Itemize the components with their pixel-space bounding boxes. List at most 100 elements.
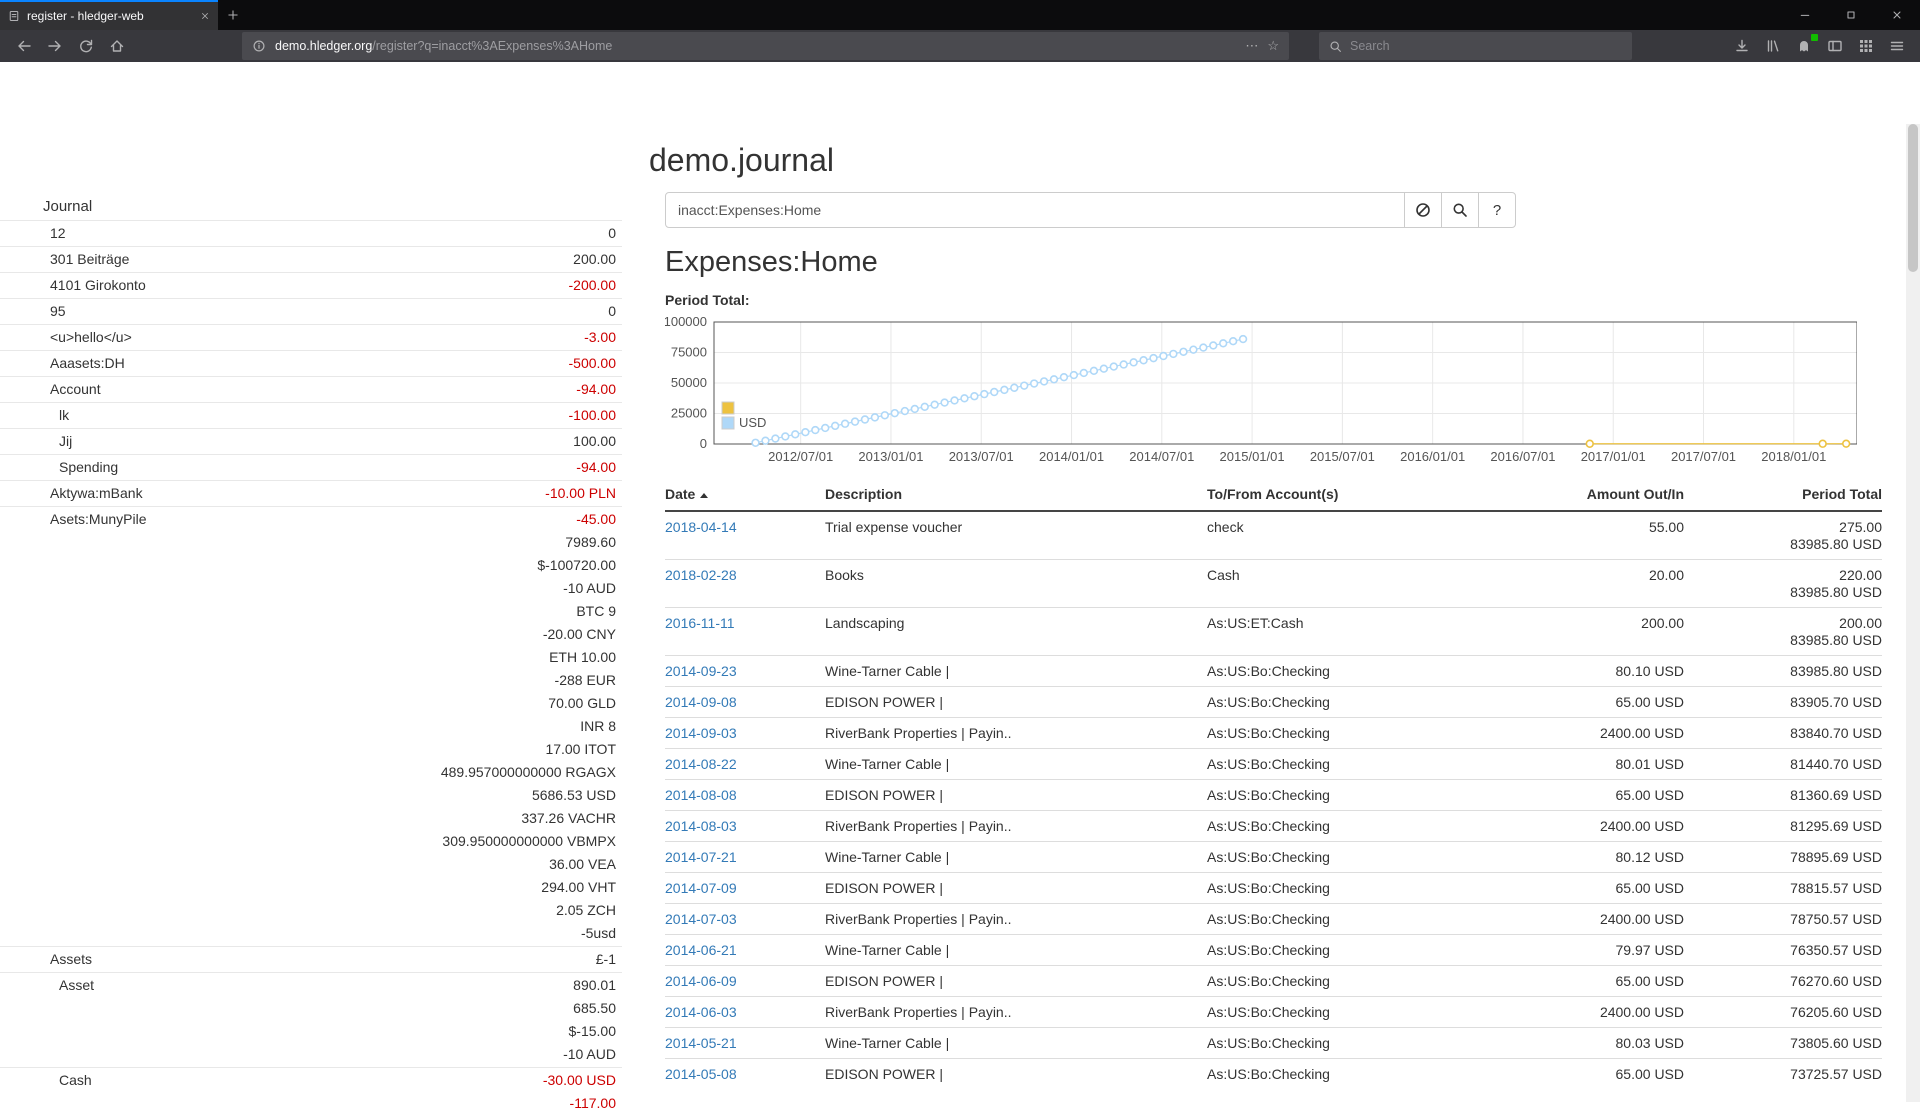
- sidebar-account-link[interactable]: 4101 Girokonto: [50, 277, 146, 293]
- data-point: [921, 403, 928, 410]
- balance-amount: 294.00 VHT: [280, 876, 616, 899]
- account-balance-cell: -94.00: [278, 455, 622, 481]
- scrollbar-thumb[interactable]: [1908, 124, 1918, 272]
- transaction-date-link[interactable]: 2014-09-03: [665, 725, 737, 741]
- sidebar-account-link[interactable]: Asets:MunyPile: [50, 511, 146, 527]
- tofrom-accounts-cell: As:US:Bo:Checking: [1207, 811, 1497, 842]
- sidebar-account-link[interactable]: Aaasets:DH: [50, 355, 125, 371]
- sidebar-journal-link[interactable]: Journal: [0, 194, 622, 220]
- balance-amount: -94.00: [280, 456, 616, 479]
- data-point: [1091, 367, 1098, 374]
- date-cell: 2014-08-22: [665, 749, 825, 780]
- col-header-amount[interactable]: Amount Out/In: [1497, 480, 1684, 511]
- account-balance-cell: -500.00: [278, 351, 622, 377]
- query-help-button[interactable]: ?: [1478, 192, 1516, 228]
- transaction-date-link[interactable]: 2014-08-08: [665, 787, 737, 803]
- account-name-cell: 4101 Girokonto: [0, 273, 278, 299]
- sidebar-account-link[interactable]: Account: [50, 381, 101, 397]
- sidebars-icon[interactable]: [1819, 32, 1850, 60]
- balance-amount: 890.01: [280, 974, 616, 997]
- sidebar-account-link[interactable]: Cash: [59, 1072, 92, 1088]
- transaction-date-link[interactable]: 2014-07-21: [665, 849, 737, 865]
- x-tick-label: 2013/07/01: [949, 449, 1014, 464]
- tab-close-icon[interactable]: [200, 11, 210, 21]
- page-actions-icon[interactable]: ⋯: [1245, 38, 1258, 54]
- forward-button[interactable]: [39, 32, 70, 60]
- date-cell: 2014-07-09: [665, 873, 825, 904]
- transaction-date-link[interactable]: 2018-04-14: [665, 519, 737, 535]
- sidebar-account-link[interactable]: lk: [59, 407, 69, 423]
- account-name-cell: Aktywa:mBank: [0, 481, 278, 507]
- browser-search-bar[interactable]: Search: [1319, 32, 1632, 60]
- sidebar-account-link[interactable]: 95: [50, 303, 66, 319]
- sidebar-account-link[interactable]: Assets: [50, 951, 92, 967]
- balance-amount: -117.00: [280, 1092, 616, 1115]
- col-header-date[interactable]: Date: [665, 480, 825, 511]
- data-point: [1031, 380, 1038, 387]
- sidebar-account-link[interactable]: Jij: [59, 433, 72, 449]
- downloads-icon[interactable]: [1726, 32, 1757, 60]
- transaction-date-link[interactable]: 2016-11-11: [665, 615, 735, 631]
- window-close-button[interactable]: [1874, 0, 1920, 30]
- sidebar-account-link[interactable]: Spending: [59, 459, 118, 475]
- extension-ghost-icon[interactable]: [1788, 32, 1819, 60]
- transaction-date-link[interactable]: 2014-08-03: [665, 818, 737, 834]
- browser-tab[interactable]: register - hledger-web: [0, 0, 218, 30]
- back-button[interactable]: [8, 32, 39, 60]
- transaction-date-link[interactable]: 2014-05-08: [665, 1066, 737, 1082]
- period-total-amount: 220.00: [1684, 567, 1882, 584]
- run-query-button[interactable]: [1441, 192, 1479, 228]
- transaction-date-link[interactable]: 2014-09-08: [665, 694, 737, 710]
- sidebar-account-link[interactable]: <u>hello</u>: [50, 329, 132, 345]
- transaction-date-link[interactable]: 2014-08-22: [665, 756, 737, 772]
- vertical-scrollbar[interactable]: [1906, 124, 1920, 1102]
- transaction-date-link[interactable]: 2014-07-09: [665, 880, 737, 896]
- transaction-date-link[interactable]: 2014-06-21: [665, 942, 737, 958]
- transaction-date-link[interactable]: 2014-07-03: [665, 911, 737, 927]
- col-header-description[interactable]: Description: [825, 480, 1207, 511]
- data-point: [991, 389, 998, 396]
- site-info-icon[interactable]: [252, 39, 266, 53]
- transaction-date-link[interactable]: 2014-06-03: [665, 1004, 737, 1020]
- menu-icon[interactable]: [1881, 32, 1912, 60]
- balance-amount: 200.00: [280, 248, 616, 271]
- col-header-accounts[interactable]: To/From Account(s): [1207, 480, 1497, 511]
- transaction-date-link[interactable]: 2014-09-23: [665, 663, 737, 679]
- grid-icon[interactable]: [1850, 32, 1881, 60]
- sidebar-account-link[interactable]: 301 Beiträge: [50, 251, 129, 267]
- url-bar[interactable]: demo.hledger.org/register?q=inacct%3AExp…: [242, 32, 1289, 60]
- sidebar-account-link[interactable]: 12: [50, 225, 66, 241]
- clear-query-button[interactable]: [1404, 192, 1442, 228]
- transaction-date-link[interactable]: 2018-02-28: [665, 567, 737, 583]
- transaction-date-link[interactable]: 2014-06-09: [665, 973, 737, 989]
- window-maximize-button[interactable]: [1828, 0, 1874, 30]
- library-icon[interactable]: [1757, 32, 1788, 60]
- window-minimize-button[interactable]: [1782, 0, 1828, 30]
- transaction-date-link[interactable]: 2014-05-21: [665, 1035, 737, 1051]
- reload-button[interactable]: [70, 32, 101, 60]
- home-button[interactable]: [101, 32, 132, 60]
- sidebar-account-link[interactable]: Aktywa:mBank: [50, 485, 143, 501]
- bookmark-star-icon[interactable]: ☆: [1267, 38, 1279, 54]
- sidebar-account-link[interactable]: Asset: [59, 977, 94, 993]
- new-tab-button[interactable]: [218, 0, 248, 30]
- col-header-period-total[interactable]: Period Total: [1684, 480, 1882, 511]
- query-input[interactable]: [665, 192, 1405, 228]
